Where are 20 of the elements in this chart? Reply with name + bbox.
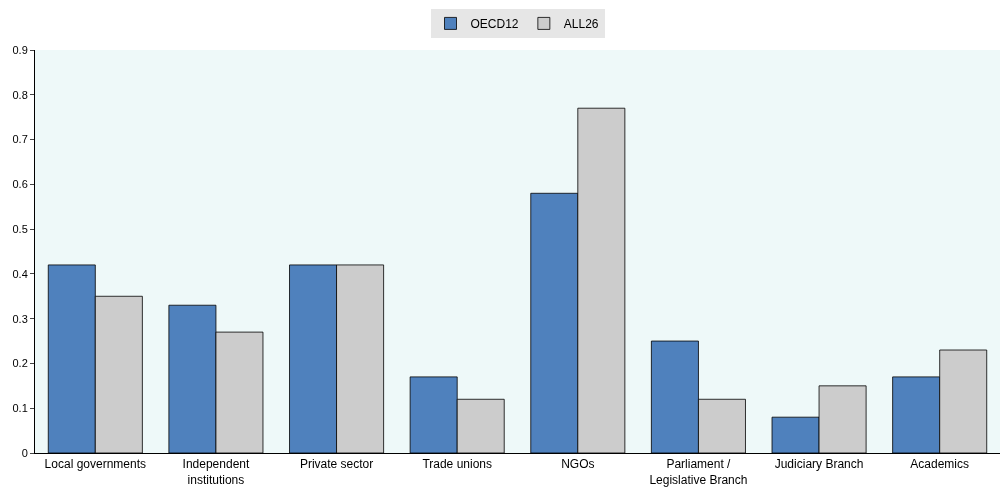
y-tick-label: 0.3 — [12, 312, 28, 325]
x-tick-label: Academics — [910, 457, 970, 472]
y-tick-label: 0.7 — [12, 133, 28, 146]
y-tick-label: 0.4 — [12, 267, 28, 280]
y-tick-label: 0.6 — [12, 178, 28, 191]
legend-label: OECD12 — [470, 17, 519, 32]
y-tick-label: 0.9 — [12, 43, 28, 56]
y-tick-label: 0.2 — [12, 357, 28, 370]
x-tick-label: Private sector — [299, 457, 374, 472]
y-tick-label: 0.8 — [12, 88, 28, 101]
x-tick-label: Trade unions — [422, 457, 492, 472]
y-tick-label: 0.5 — [12, 222, 28, 235]
x-tick-label: Judiciary Branch — [774, 457, 864, 472]
legend-label: ALL26 — [563, 17, 599, 32]
x-tick-label: Independent institutions — [182, 457, 250, 487]
x-tick-label: Local governments — [44, 457, 147, 472]
x-tick-label: NGOs — [561, 457, 595, 472]
y-tick-label: 0 — [21, 446, 28, 459]
y-tick-label: 0.1 — [12, 402, 28, 415]
x-tick-label: Parliament / Legislative Branch — [649, 457, 748, 487]
